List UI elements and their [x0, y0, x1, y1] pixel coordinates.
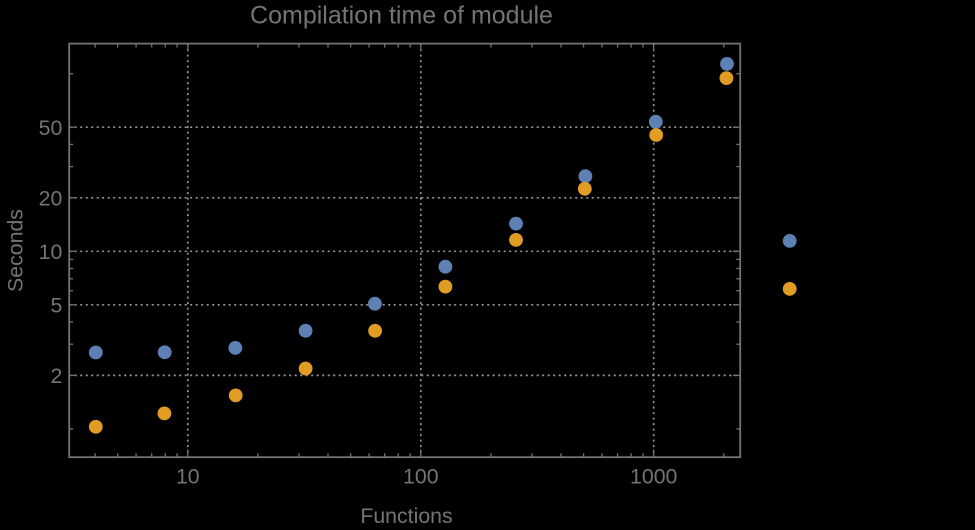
svg-text:5: 5: [50, 293, 62, 317]
svg-text:10: 10: [176, 465, 200, 489]
svg-text:20: 20: [39, 186, 63, 210]
svg-text:50: 50: [39, 116, 63, 140]
svg-text:1000: 1000: [630, 465, 678, 489]
svg-text:Seconds: Seconds: [4, 209, 28, 292]
svg-text:Compilation time of module: Compilation time of module: [250, 2, 553, 30]
svg-text:Functions: Functions: [360, 504, 452, 525]
svg-text:100: 100: [403, 465, 439, 489]
svg-text:2: 2: [50, 364, 62, 388]
svg-text:10: 10: [39, 240, 63, 264]
